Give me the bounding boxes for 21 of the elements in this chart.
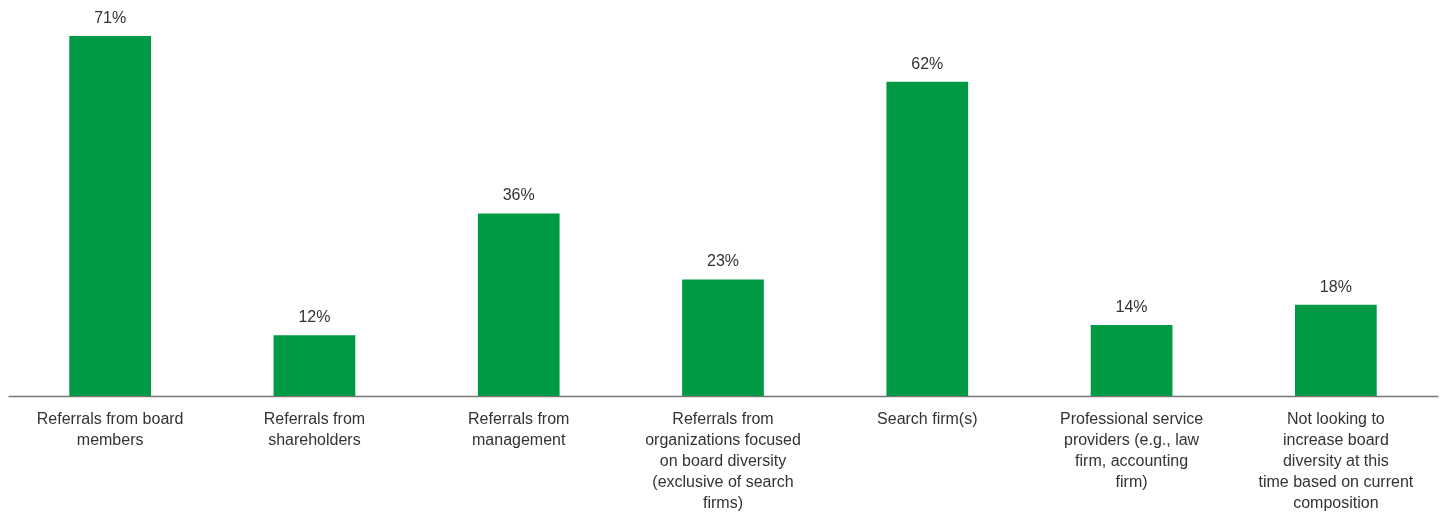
- data-label: 36%: [502, 186, 535, 204]
- x-tick-label: Referrals from board members: [36, 409, 184, 448]
- bar: [1295, 304, 1377, 396]
- bar: [1090, 325, 1173, 396]
- bar: [886, 81, 969, 396]
- data-label: 12%: [298, 308, 331, 326]
- x-tick-label: Search firm(s): [877, 409, 978, 427]
- bar: [69, 36, 151, 396]
- x-tick-label: Referrals from shareholders: [263, 409, 366, 448]
- data-label: 62%: [911, 54, 944, 72]
- x-tick-label: Professional service providers (e.g., law firm, accounting firm): [1059, 409, 1204, 490]
- bar: [477, 213, 560, 396]
- bar: [682, 279, 764, 396]
- data-label: 14%: [1115, 298, 1148, 316]
- data-label: 23%: [706, 252, 740, 270]
- bar: [273, 335, 356, 396]
- data-label: 18%: [1319, 277, 1352, 295]
- x-tick-label: Not looking to increase board diversity at this time based on current composition: [1258, 409, 1414, 511]
- data-label: 71%: [94, 9, 127, 26]
- x-tick-label: Referrals from organizations focused on board diversity (exclusive of search firms): [645, 409, 801, 511]
- x-tick-label: Referrals from management: [468, 409, 570, 448]
